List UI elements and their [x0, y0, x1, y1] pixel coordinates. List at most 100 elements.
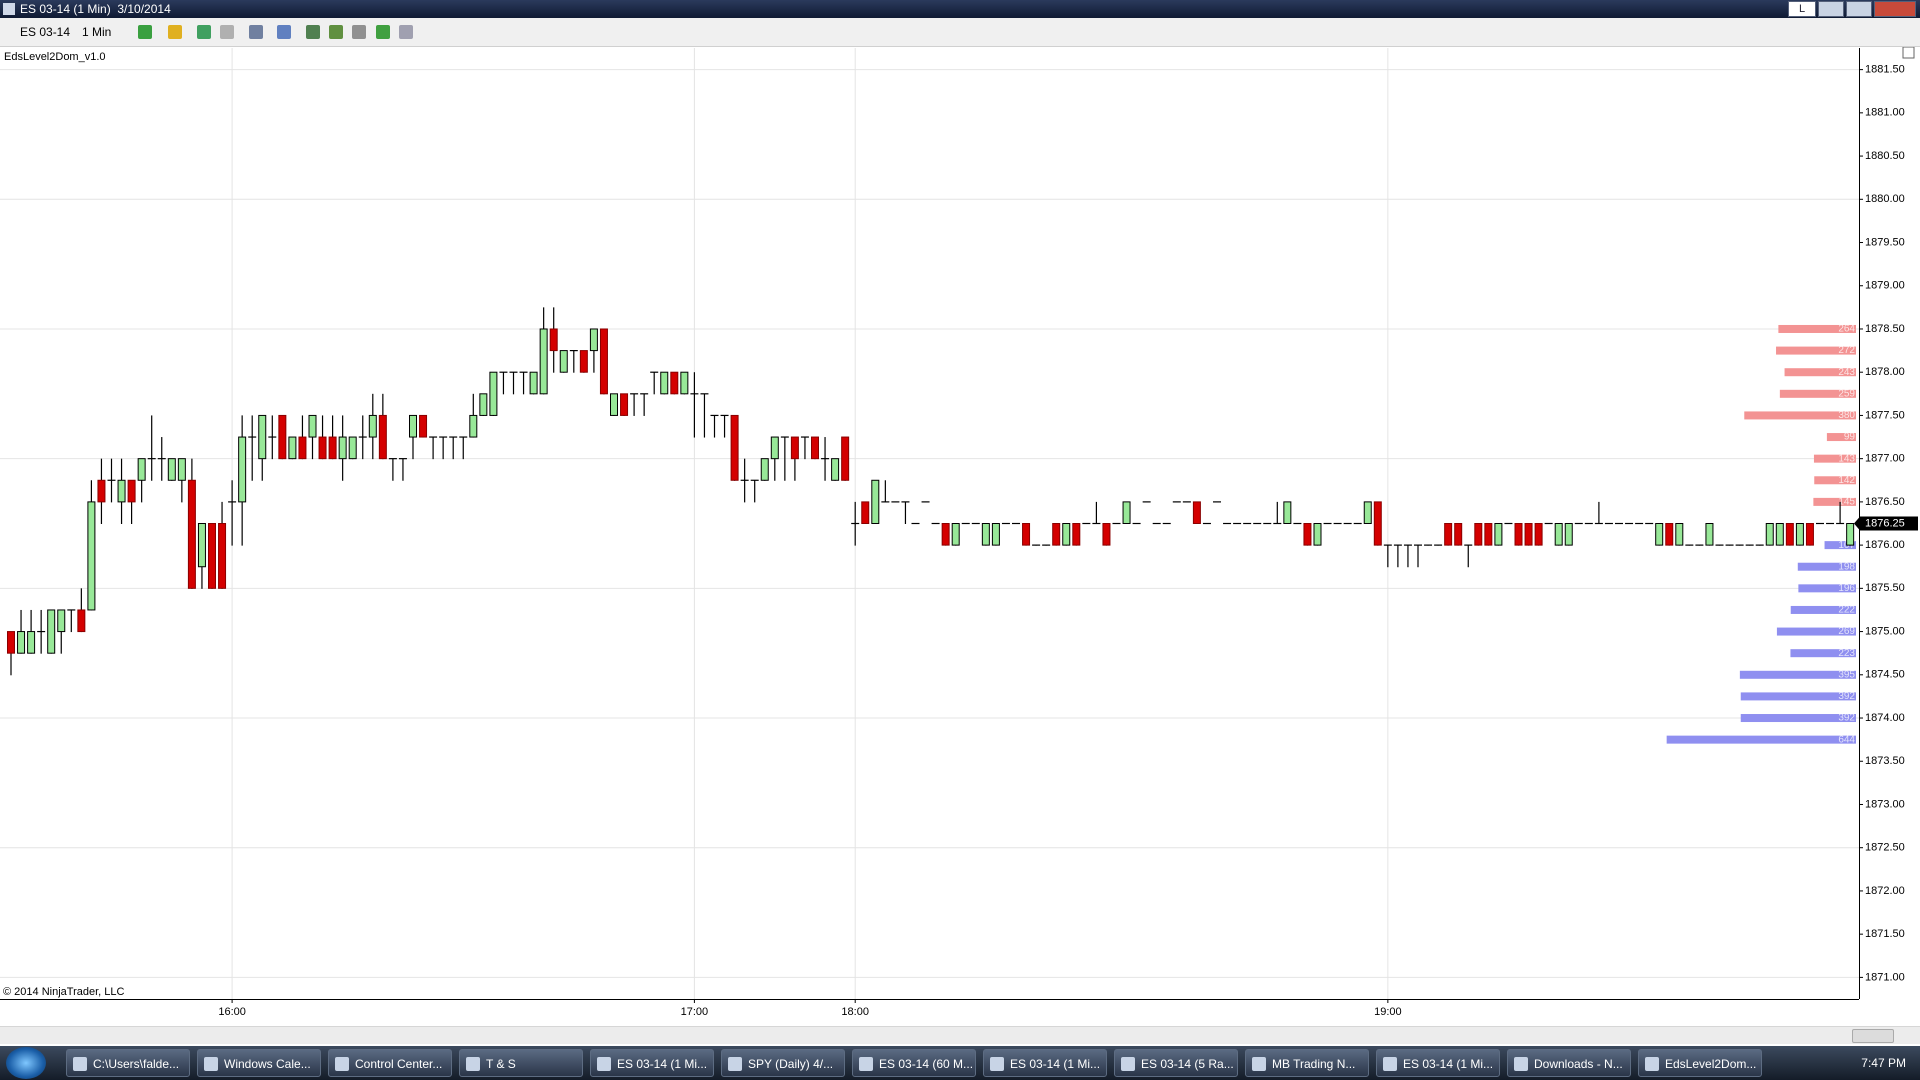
- down-body: [278, 414, 287, 460]
- clock: 7:47 PM: [1861, 1056, 1906, 1070]
- bar-type-button[interactable]: [138, 25, 152, 39]
- scrollbar[interactable]: [0, 1026, 1920, 1044]
- indicator-button[interactable]: [329, 25, 343, 39]
- ask-bar: [1814, 476, 1856, 485]
- link-button[interactable]: L: [1788, 1, 1816, 17]
- up-body: [338, 436, 347, 460]
- up-body: [1062, 523, 1071, 546]
- up-body: [288, 436, 297, 460]
- bid-size-label: 222: [1838, 605, 1855, 616]
- taskbar-item[interactable]: ES 03-14 (1 Mi...: [983, 1049, 1107, 1077]
- up-body: [760, 458, 769, 481]
- bid-bar: [1797, 562, 1856, 571]
- tool-button[interactable]: [220, 25, 234, 39]
- up-body: [1122, 501, 1131, 524]
- taskbar-item[interactable]: C:\Users\falde...: [66, 1049, 190, 1077]
- down-body: [841, 436, 850, 481]
- up-body: [137, 458, 146, 481]
- app-icon: [3, 3, 15, 15]
- taskbar-item[interactable]: ES 03-14 (5 Ra...: [1114, 1049, 1238, 1077]
- ask-bar: [1784, 368, 1856, 377]
- candles: [7, 307, 1855, 676]
- y-tick-label: 1874.50: [1865, 669, 1905, 681]
- bid-bar: [1824, 541, 1856, 550]
- down-body: [790, 436, 799, 460]
- taskbar-item[interactable]: ES 03-14 (1 Mi...: [590, 1049, 714, 1077]
- up-body: [871, 479, 880, 525]
- scroll-thumb[interactable]: [1852, 1029, 1894, 1043]
- ask-bar: [1744, 411, 1856, 420]
- up-body: [17, 631, 26, 654]
- up-body: [1795, 523, 1804, 546]
- cursor-button[interactable]: [249, 25, 263, 39]
- x-tick-label: 17:00: [681, 1006, 709, 1018]
- interval-selector[interactable]: 1 Min: [82, 25, 112, 39]
- last-price-pointer: [1854, 516, 1860, 531]
- y-tick-label: 1881.50: [1865, 64, 1905, 76]
- bid-size-label: 392: [1838, 691, 1855, 702]
- panel-button[interactable]: [1902, 46, 1915, 59]
- up-body: [258, 414, 267, 460]
- down-body: [549, 328, 558, 352]
- bid-bar: [1790, 605, 1856, 614]
- window-buttons: L: [1788, 1, 1916, 17]
- down-body: [208, 523, 216, 589]
- taskbar-item[interactable]: Control Center...: [328, 1049, 452, 1077]
- y-tick-label: 1876.00: [1865, 539, 1905, 551]
- taskbar-item[interactable]: EdsLevel2Dom...: [1638, 1049, 1762, 1077]
- taskbar-item[interactable]: T & S: [459, 1049, 583, 1077]
- maximize-button[interactable]: [1846, 1, 1872, 17]
- up-body: [1363, 501, 1372, 524]
- taskbar-item[interactable]: Windows Cale...: [197, 1049, 321, 1077]
- taskbar-item[interactable]: ES 03-14 (60 M...: [852, 1049, 976, 1077]
- down-body: [187, 479, 196, 589]
- close-button[interactable]: [1874, 1, 1916, 17]
- minimize-button[interactable]: [1818, 1, 1844, 17]
- y-tick-label: 1873.50: [1865, 755, 1905, 767]
- taskbar-item[interactable]: Downloads - N...: [1507, 1049, 1631, 1077]
- ask-bar: [1779, 389, 1856, 398]
- draw-button[interactable]: [168, 25, 182, 39]
- bid-size-label: 392: [1838, 713, 1855, 724]
- zoom-button[interactable]: [277, 25, 291, 39]
- bid-size-label: 644: [1838, 734, 1855, 745]
- copyright: © 2014 NinjaTrader, LLC: [3, 986, 124, 998]
- up-body: [1705, 523, 1714, 546]
- y-tick-label: 1877.50: [1865, 409, 1905, 421]
- bid-bar: [1798, 584, 1856, 593]
- up-body: [348, 436, 357, 460]
- up-body: [117, 479, 126, 503]
- taskbar-item[interactable]: MB Trading N...: [1245, 1049, 1369, 1077]
- strategy-button[interactable]: [352, 25, 366, 39]
- panel-button[interactable]: [399, 25, 413, 39]
- down-body: [1454, 523, 1463, 546]
- tool-button[interactable]: [197, 25, 211, 39]
- taskbar-item[interactable]: ES 03-14 (1 Mi...: [1376, 1049, 1500, 1077]
- bid-bar: [1740, 692, 1856, 701]
- down-body: [1514, 523, 1523, 546]
- bid-size-label: 269: [1838, 626, 1855, 637]
- down-body: [670, 371, 679, 395]
- start-button[interactable]: [6, 1047, 46, 1079]
- taskbar-item[interactable]: SPY (Daily) 4/...: [721, 1049, 845, 1077]
- ask-size-label: 145: [1838, 497, 1855, 508]
- up-body: [47, 609, 56, 654]
- down-body: [1474, 523, 1483, 546]
- y-tick-label: 1872.50: [1865, 842, 1905, 854]
- down-body: [1524, 523, 1533, 546]
- down-body: [127, 479, 136, 503]
- up-body: [991, 523, 1000, 546]
- up-body: [368, 414, 377, 438]
- down-body: [599, 328, 608, 395]
- instrument-selector[interactable]: ES 03-14: [20, 25, 71, 39]
- down-body: [1534, 523, 1543, 546]
- y-tick-label: 1876.50: [1865, 496, 1905, 508]
- down-body: [1192, 501, 1201, 524]
- up-body: [238, 436, 247, 503]
- properties-button[interactable]: [306, 25, 320, 39]
- toolbar: ES 03-14 1 Min: [0, 18, 1920, 47]
- ask-bar: [1826, 433, 1856, 442]
- dollar-button[interactable]: [376, 25, 390, 39]
- ask-size-label: 264: [1838, 324, 1855, 335]
- down-body: [579, 350, 588, 373]
